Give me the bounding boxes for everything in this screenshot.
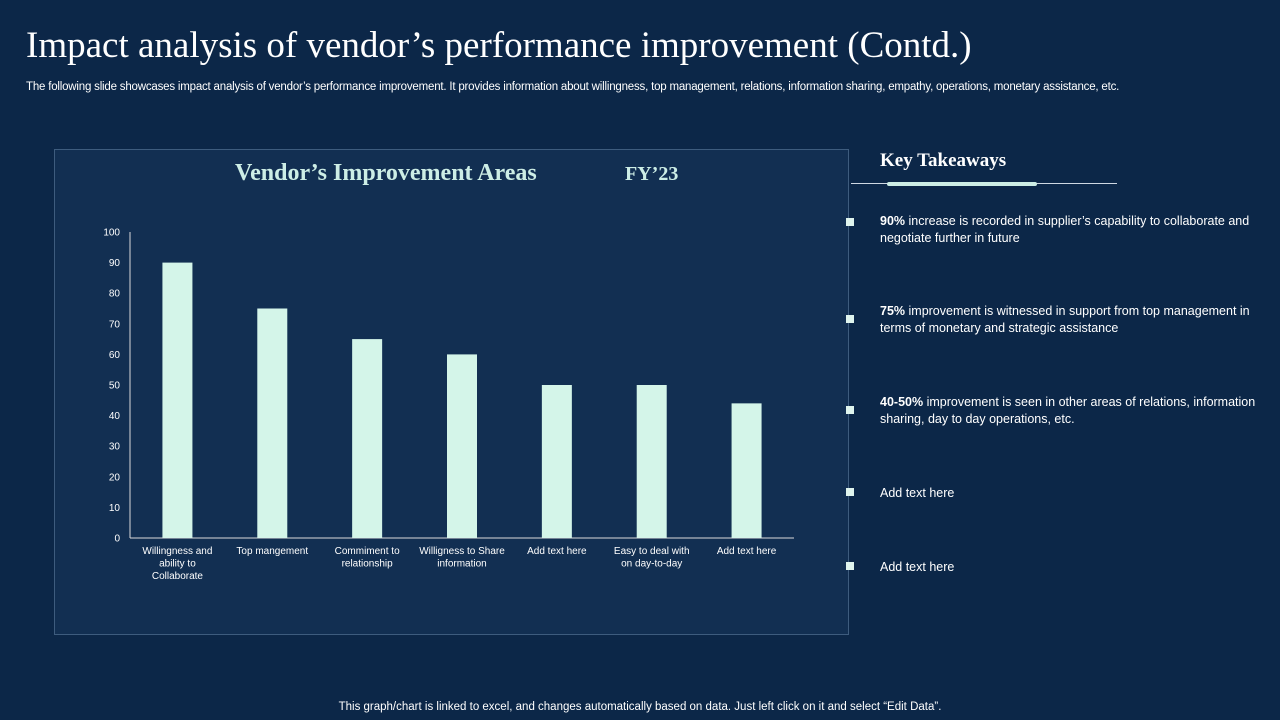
x-tick-label: Add text here <box>717 546 777 557</box>
y-tick-label: 10 <box>109 503 121 514</box>
bar <box>162 262 193 538</box>
bar <box>636 385 667 538</box>
chart-fiscal-year: FY’23 <box>625 163 679 185</box>
bar <box>447 354 477 538</box>
y-tick-label: 40 <box>109 411 121 422</box>
takeaway-highlight: 90% <box>880 214 906 228</box>
bar <box>352 339 383 538</box>
y-tick-label: 90 <box>109 258 121 269</box>
page-title: Impact analysis of vendor’s performance … <box>26 25 972 66</box>
x-tick-label-line: Top mangement <box>236 546 308 557</box>
bar <box>257 308 288 538</box>
y-tick-label: 60 <box>109 350 121 361</box>
x-tick-label-line: information <box>437 559 486 570</box>
takeaway-body: improvement is seen in other areas of re… <box>880 395 1256 426</box>
takeaway-bullet-icon <box>846 488 854 496</box>
x-tick-label-line: Add text here <box>527 546 587 557</box>
takeaway-text: Add text here <box>880 559 1260 576</box>
x-tick-label: Easy to deal with on day-to-day <box>614 546 690 570</box>
x-tick-label: Add text here <box>527 546 587 557</box>
x-tick-label-line: Easy to deal with <box>614 546 690 557</box>
takeaway-bullet-icon <box>846 562 854 570</box>
chart-panel[interactable]: Vendor’s Improvement Areas FY’23 0 10 20 30… <box>54 149 849 635</box>
takeaway-text: 90% increase is recorded in supplier’s c… <box>880 213 1260 246</box>
x-tick-label-line: Willingness and <box>142 546 212 557</box>
chart-title: Vendor’s Improvement Areas <box>235 160 537 186</box>
x-tick-label-line: on day-to-day <box>621 559 682 570</box>
takeaway-text: 75% improvement is witnessed in support … <box>880 303 1260 336</box>
x-tick-label-line: Commiment to <box>335 546 400 557</box>
takeaway-highlight: 40-50% <box>880 395 924 409</box>
bar <box>731 403 762 538</box>
x-tick-label-line: Willigness to Share <box>419 546 505 557</box>
y-tick-label: 70 <box>109 319 121 330</box>
takeaway-bullet-icon <box>846 218 854 226</box>
bar <box>541 385 572 538</box>
y-tick-label: 50 <box>109 381 121 392</box>
x-tick-label-line: relationship <box>342 559 394 570</box>
takeaway-body: Add text here <box>880 486 955 500</box>
x-tick-label-line: Add text here <box>717 546 777 557</box>
footer-note: This graph/chart is linked to excel, and… <box>338 701 942 713</box>
takeaway-body: improvement is witnessed in support from… <box>880 304 1250 335</box>
page-subtitle: The following slide showcases impact ana… <box>26 81 1120 93</box>
y-tick-label: 100 <box>103 228 120 239</box>
x-tick-label-line: ability to <box>159 559 196 570</box>
takeaway-bullet-icon <box>846 315 854 323</box>
x-tick-label-line: Collaborate <box>152 571 204 582</box>
takeaway-body: increase is recorded in supplier’s capab… <box>880 214 1250 245</box>
x-tick-label: Top mangement <box>236 546 308 557</box>
key-takeaways-heading: Key Takeaways <box>880 150 1007 171</box>
x-tick-label: Willigness to Share information <box>419 546 505 570</box>
takeaway-body: Add text here <box>880 560 955 574</box>
y-tick-label: 0 <box>114 534 120 545</box>
key-takeaways-accent-bar <box>887 182 1037 186</box>
takeaway-bullet-icon <box>846 406 854 414</box>
x-tick-label: Willingness and ability to Collaborate <box>142 546 212 582</box>
y-tick-label: 80 <box>109 289 121 300</box>
takeaway-text: Add text here <box>880 485 1260 502</box>
takeaway-highlight: 75% <box>880 304 906 318</box>
takeaway-text: 40-50% improvement is seen in other area… <box>880 394 1260 427</box>
y-tick-label: 20 <box>109 472 121 483</box>
bar-chart[interactable]: 0 10 20 30 40 50 60 70 80 90 100 Willingness and abi… <box>55 150 850 636</box>
y-tick-label: 30 <box>109 442 121 453</box>
x-tick-label: Commiment to relationship <box>335 546 400 570</box>
